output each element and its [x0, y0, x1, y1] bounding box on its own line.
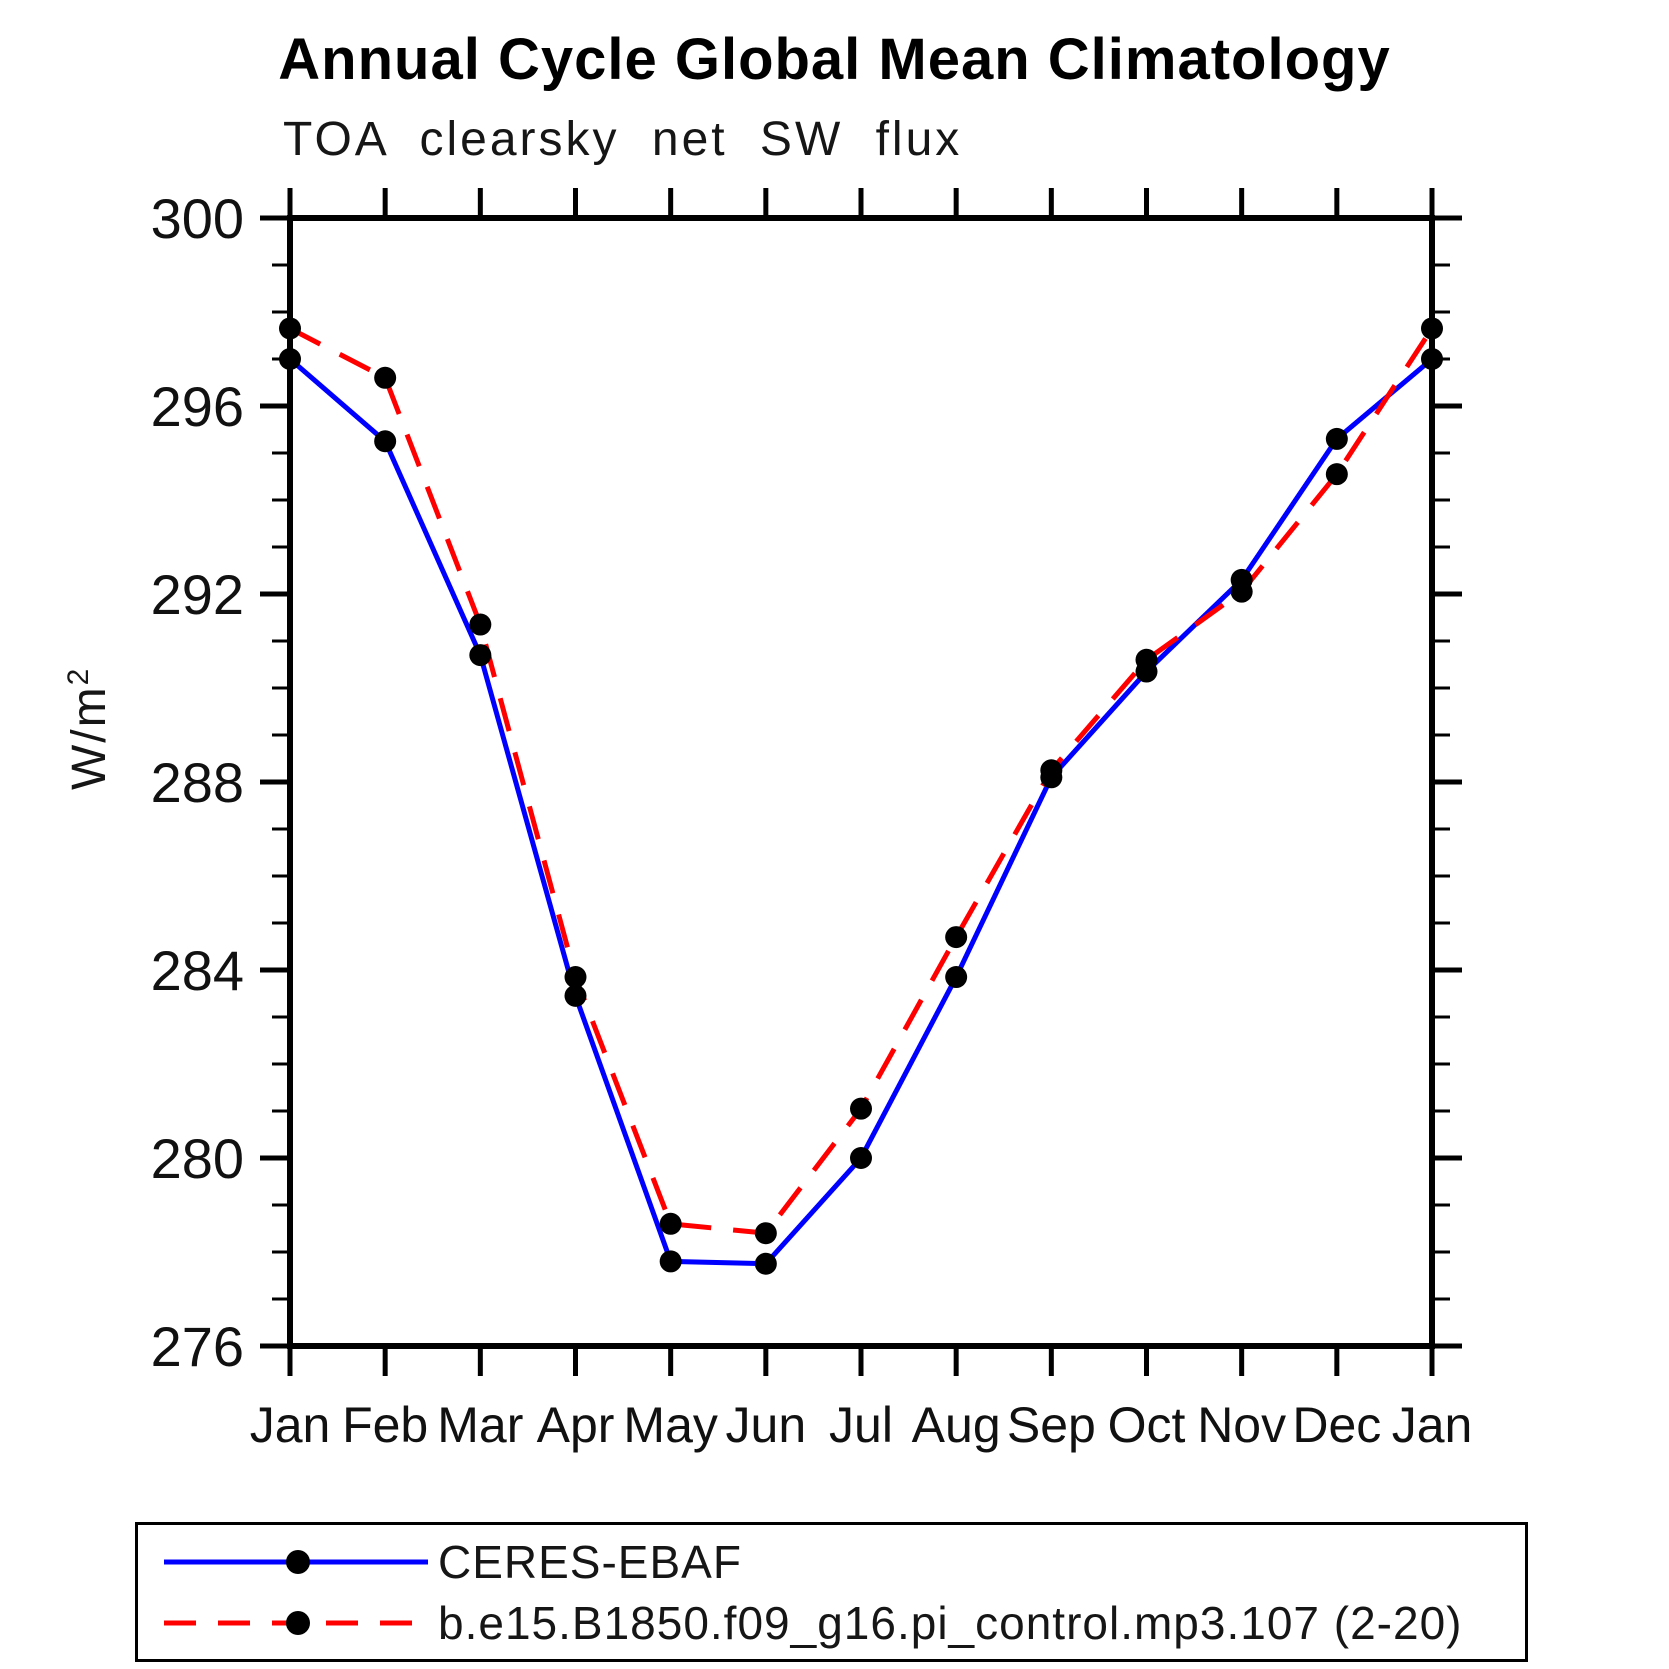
plot-frame	[287, 215, 1435, 1349]
y-axis-tick-label: 288	[151, 751, 244, 814]
series-line-model	[288, 326, 1435, 1236]
legend-label-ceres: CERES-EBAF	[438, 1535, 742, 1588]
data-point-model-Nov	[1230, 580, 1253, 603]
x-axis-month-label: Jan	[250, 1397, 331, 1453]
legend-marker-dot	[286, 1549, 310, 1574]
y-axis-tick-label: 300	[151, 187, 244, 250]
x-axis-month-label: Oct	[1108, 1397, 1186, 1453]
data-point-model-Jan	[279, 317, 301, 340]
data-point-model-Apr	[564, 966, 587, 989]
data-point-ceres-Jan	[1421, 348, 1443, 370]
y-axis-tick-label: 292	[151, 563, 244, 626]
y-axis-tick-label: 284	[151, 939, 244, 1002]
y-axis-tick-label: 296	[151, 375, 244, 438]
legend-marker-dot	[286, 1610, 310, 1635]
x-axis-month-label: Jun	[726, 1397, 807, 1453]
data-point-ceres-Mar	[469, 644, 492, 667]
legend-sample-solid-line	[164, 1549, 428, 1574]
x-axis-month-label: Apr	[537, 1397, 615, 1453]
x-axis-month-label: Aug	[912, 1397, 1001, 1453]
x-axis-month-label: Nov	[1197, 1397, 1286, 1453]
data-point-model-May	[659, 1212, 682, 1235]
legend-box: CERES-EBAF b.e15.B1850.f09_g16.pi_contro…	[135, 1522, 1528, 1662]
data-point-ceres-Jun	[754, 1252, 777, 1275]
y-axis-tick-label: 280	[151, 1127, 244, 1190]
x-axis-month-label: Jul	[829, 1397, 893, 1453]
legend-sample-dashed-line	[164, 1610, 428, 1635]
data-point-ceres-Aug	[945, 966, 968, 989]
legend-row-model: b.e15.B1850.f09_g16.pi_control.mp3.107 (…	[158, 1596, 1525, 1650]
data-point-model-Oct	[1135, 648, 1158, 671]
data-point-ceres-May	[659, 1250, 682, 1273]
chart-title: Annual Cycle Global Mean Climatology	[278, 27, 1391, 92]
data-point-model-Dec	[1325, 463, 1348, 486]
data-point-model-Jan	[1421, 317, 1443, 340]
data-point-model-Mar	[469, 613, 492, 636]
data-point-model-Aug	[945, 926, 968, 949]
legend-label-model: b.e15.B1850.f09_g16.pi_control.mp3.107 (…	[438, 1596, 1463, 1649]
data-point-model-Jul	[850, 1097, 872, 1120]
chart-subtitle: TOA clearsky net SW flux	[283, 113, 963, 166]
x-axis-month-label: Feb	[342, 1397, 428, 1453]
data-point-ceres-Apr	[564, 984, 587, 1007]
data-point-model-Feb	[374, 366, 397, 389]
data-point-ceres-Feb	[374, 430, 397, 453]
x-axis-month-label: May	[623, 1397, 717, 1453]
x-axis-month-label: Sep	[1007, 1397, 1096, 1453]
x-axis-month-label: Jan	[1392, 1397, 1473, 1453]
series-line-ceres	[288, 357, 1434, 1267]
x-axis-month-label: Mar	[437, 1397, 523, 1453]
legend-row-ceres: CERES-EBAF	[158, 1535, 1525, 1589]
y-axis-tick-label: 276	[151, 1315, 244, 1378]
data-point-ceres-Jul	[850, 1147, 872, 1169]
x-axis-month-label: Dec	[1292, 1397, 1381, 1453]
data-point-ceres-Jan	[279, 348, 301, 370]
data-point-model-Sep	[1040, 759, 1063, 782]
data-point-model-Jun	[754, 1222, 777, 1245]
data-point-ceres-Dec	[1325, 427, 1348, 450]
